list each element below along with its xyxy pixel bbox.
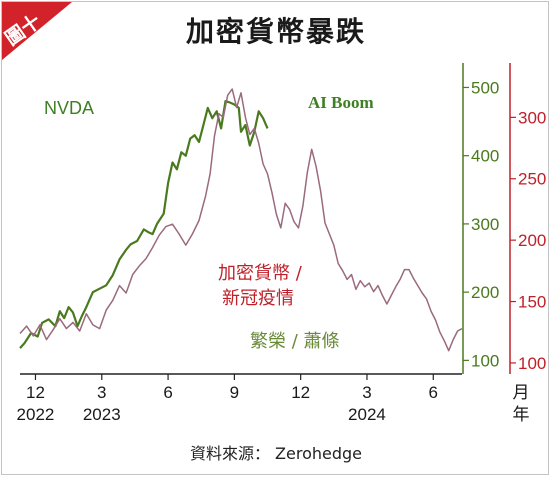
x-tick-year-label: 2024 xyxy=(348,405,386,424)
x-axis-unit-year: 年 xyxy=(513,405,530,425)
right-axis-tick-label: 200 xyxy=(518,231,546,250)
right-axis-tick-label: 250 xyxy=(518,170,546,189)
x-tick-month-label: 3 xyxy=(362,383,371,402)
x-tick-month-label: 6 xyxy=(429,383,438,402)
x-tick-year-label: 2023 xyxy=(83,405,121,424)
crypto-label-line1: 加密貨幣 / xyxy=(218,263,303,284)
crypto-series-line xyxy=(19,88,463,352)
x-tick-year-label: 2022 xyxy=(17,405,55,424)
chart-title: 加密貨幣暴跌 xyxy=(185,15,366,48)
figure-tag-triangle xyxy=(2,2,72,60)
x-tick-month-label: 6 xyxy=(163,383,172,402)
right-axis-tick-label: 150 xyxy=(518,293,546,312)
figure-tag: 圖十 xyxy=(1,2,72,60)
x-axis-unit-month: 月 xyxy=(513,383,530,403)
right-axis-tick-label: 100 xyxy=(518,354,546,373)
ai-boom-label: AI Boom xyxy=(308,93,374,112)
left-axis-tick-label: 300 xyxy=(471,215,499,234)
boom-bust-label: 繁榮 / 蕭條 xyxy=(250,331,340,352)
source-note: 資料來源： Zerohedge xyxy=(189,444,363,463)
left-axis-tick-label: 200 xyxy=(471,283,499,302)
x-tick-month-label: 9 xyxy=(230,383,239,402)
x-tick-month-label: 12 xyxy=(26,383,45,402)
left-axis-tick-label: 100 xyxy=(471,351,499,370)
left-axis-tick-label: 400 xyxy=(471,147,499,166)
crypto-label-line2: 新冠疫情 xyxy=(222,288,294,309)
x-tick-month-label: 12 xyxy=(291,383,310,402)
x-tick-month-label: 3 xyxy=(97,383,106,402)
right-axis-tick-label: 300 xyxy=(518,108,546,127)
nvda-label: NVDA xyxy=(44,98,94,118)
left-axis-tick-label: 500 xyxy=(471,78,499,97)
nvda-series-line xyxy=(19,100,269,349)
